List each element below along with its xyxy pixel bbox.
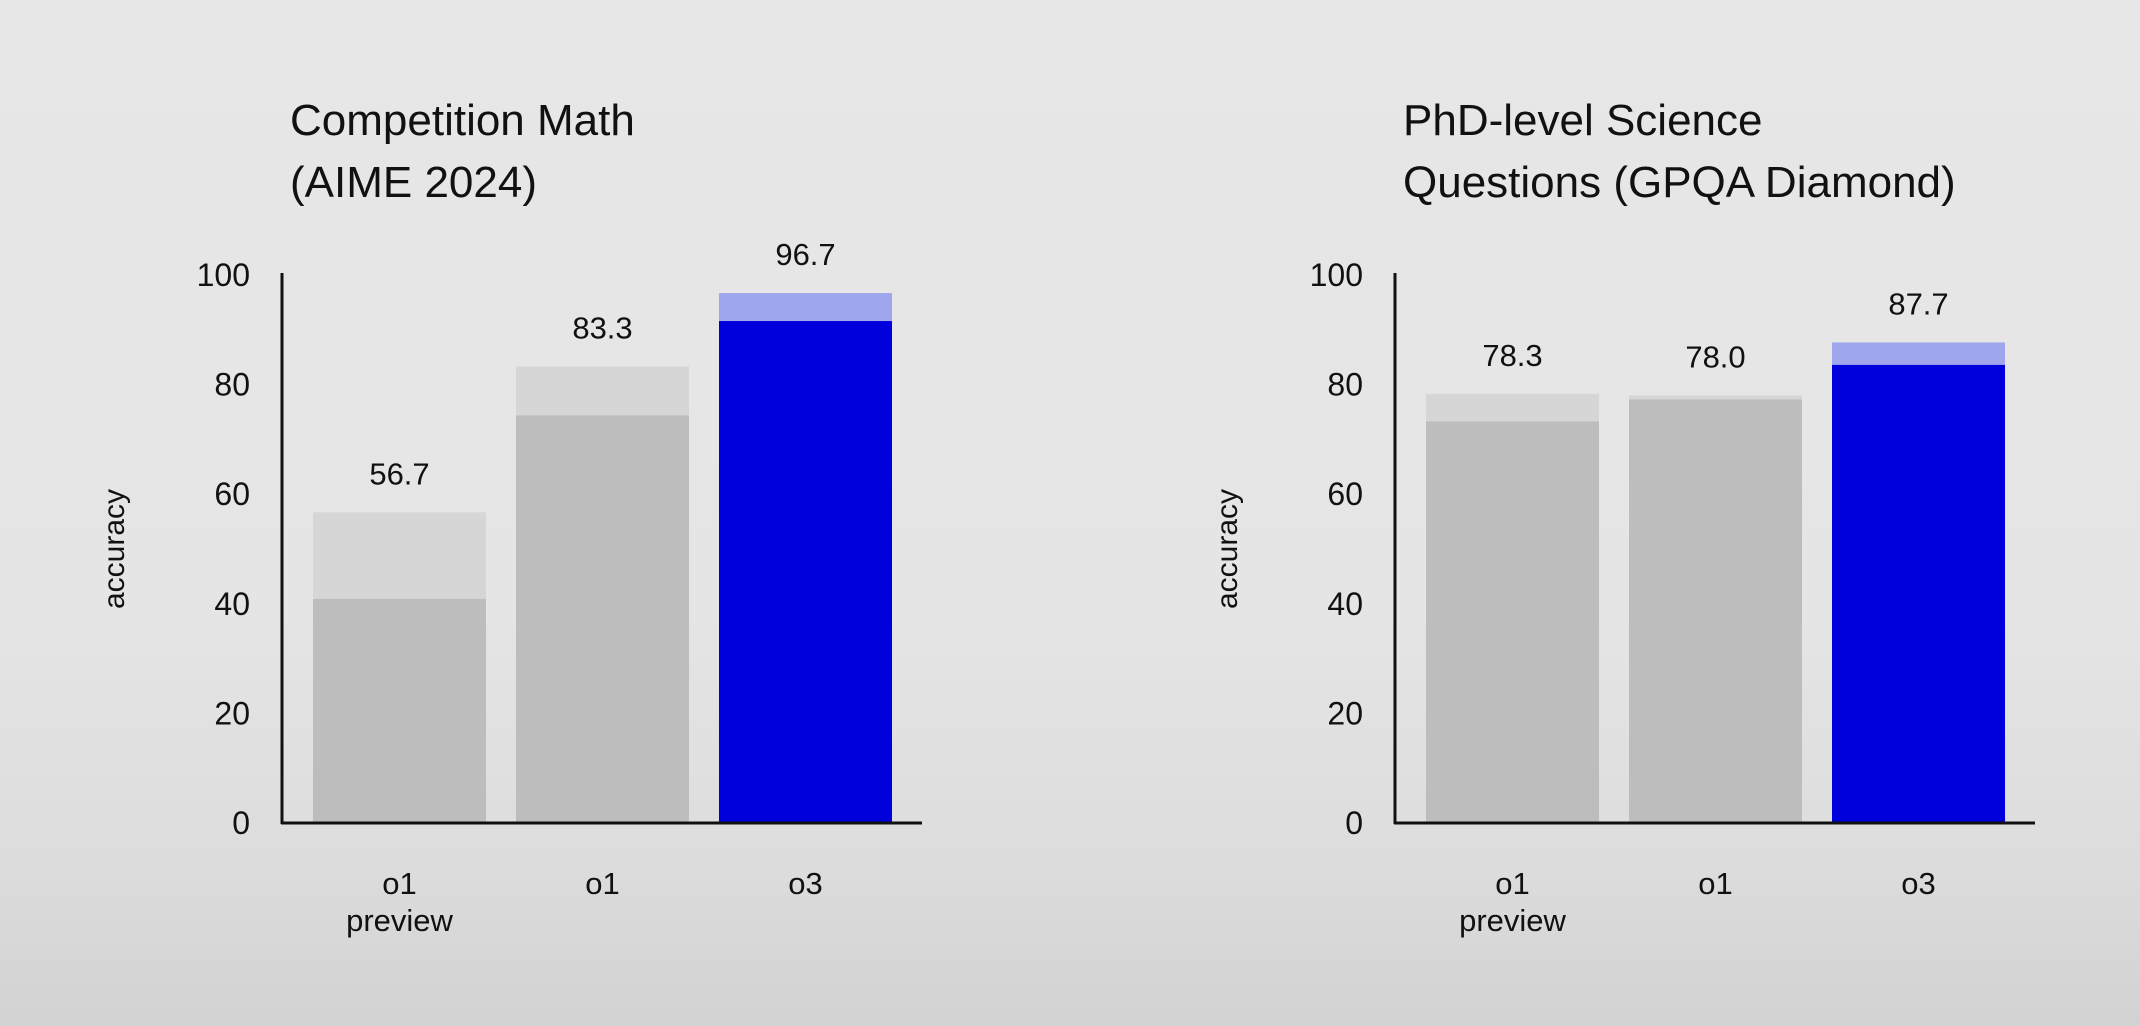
y-tick-label: 80 — [1327, 367, 1363, 403]
x-category-label: preview — [1459, 903, 1566, 938]
y-tick-label: 40 — [1327, 586, 1363, 622]
bar-value-label: 83.3 — [572, 311, 632, 346]
y-tick-label: 100 — [1310, 257, 1363, 293]
x-category-label: preview — [346, 903, 453, 938]
x-category-label: o1 — [382, 866, 416, 901]
y-tick-label: 0 — [232, 805, 250, 841]
y-tick-label: 40 — [214, 586, 250, 622]
bar-value-label: 78.0 — [1685, 340, 1745, 375]
bar-base-segment — [719, 321, 892, 823]
y-tick-label: 80 — [214, 367, 250, 403]
chart-title-line: (AIME 2024) — [290, 158, 537, 207]
y-tick-label: 60 — [1327, 476, 1363, 512]
bar-extra-segment — [1832, 342, 2005, 365]
bar-base-segment — [313, 598, 486, 823]
chart-title-line: Questions (GPQA Diamond) — [1403, 158, 1956, 207]
bar-base-segment — [1426, 421, 1599, 823]
bar-extra-segment — [313, 512, 486, 599]
y-tick-label: 20 — [214, 695, 250, 731]
chart-1: Competition Math (AIME 2024) accuracy 0 20 40… — [98, 96, 922, 938]
y-tick-label: 0 — [1345, 805, 1363, 841]
y-axis-label: accuracy — [1211, 489, 1244, 609]
chart-title-line: PhD-level Science — [1403, 96, 1763, 145]
bar-base-segment — [1629, 399, 1802, 823]
bar-base-segment — [516, 415, 689, 823]
y-tick-label: 100 — [197, 257, 250, 293]
x-category-label: o3 — [1901, 866, 1935, 901]
x-category-label: o1 — [1698, 866, 1732, 901]
x-category-label: o3 — [788, 866, 822, 901]
y-tick-label: 60 — [214, 476, 250, 512]
bar-value-label: 78.3 — [1482, 338, 1542, 373]
bar-base-segment — [1832, 364, 2005, 823]
chart-2: PhD-level Science Questions (GPQA Diamond… — [1211, 96, 2035, 938]
bar-extra-segment — [719, 293, 892, 322]
bar-value-label: 87.7 — [1888, 286, 1948, 321]
bar-extra-segment — [1629, 395, 1802, 400]
bar-extra-segment — [1426, 393, 1599, 422]
bar-extra-segment — [516, 366, 689, 416]
x-category-label: o1 — [1495, 866, 1529, 901]
y-axis-label: accuracy — [98, 489, 131, 609]
bar-value-label: 96.7 — [775, 237, 835, 272]
y-tick-label: 20 — [1327, 695, 1363, 731]
bar-value-label: 56.7 — [369, 456, 429, 491]
x-category-label: o1 — [585, 866, 619, 901]
chart-title-line: Competition Math — [290, 96, 635, 145]
